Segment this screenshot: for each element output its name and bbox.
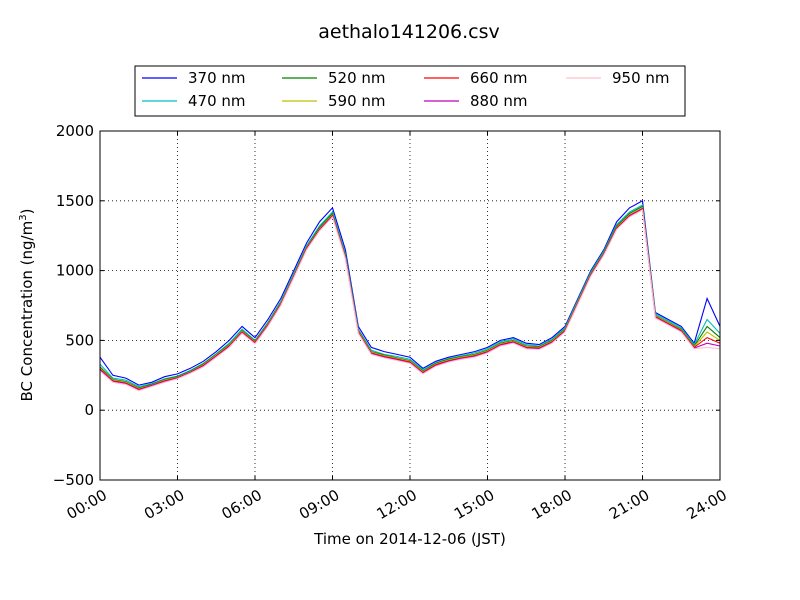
y-tick-label: 0 — [84, 401, 94, 419]
y-tick-label: 500 — [65, 331, 94, 349]
series-lines — [99, 199, 721, 392]
legend-label: 880 nm — [470, 92, 528, 110]
y-axis-label-tail: ) — [18, 209, 36, 215]
legend-label: 520 nm — [328, 69, 386, 87]
legend-label: 470 nm — [188, 92, 246, 110]
series-line-950-nm — [99, 209, 721, 392]
legend: 370 nm 470 nm 520 nm 590 nm 660 nm 880 nm 950 … — [134, 65, 686, 117]
plot-area — [100, 131, 720, 480]
y-tick-label: −500 — [53, 471, 94, 489]
y-tick-label: 2000 — [56, 122, 94, 140]
grid-lines — [100, 131, 720, 480]
legend-label: 370 nm — [188, 69, 246, 87]
legend-frame — [134, 65, 686, 117]
legend-label: 950 nm — [612, 69, 670, 87]
y-tick-label: 1500 — [56, 192, 94, 210]
y-axis-label-superscript: 3 — [18, 214, 29, 220]
y-axis-label: BC Concentration (ng/m3) — [18, 209, 36, 402]
series-line-370-nm — [99, 199, 721, 386]
y-axis-label-main: BC Concentration (ng/m — [18, 221, 36, 402]
x-axis-label: Time on 2014-12-06 (JST) — [313, 530, 506, 548]
chart-title: aethalo141206.csv — [318, 21, 500, 43]
y-tick-label: 1000 — [56, 262, 94, 280]
series-line-520-nm — [99, 205, 721, 389]
series-line-470-nm — [99, 204, 721, 388]
legend-label: 660 nm — [470, 69, 528, 87]
legend-label: 590 nm — [328, 92, 386, 110]
